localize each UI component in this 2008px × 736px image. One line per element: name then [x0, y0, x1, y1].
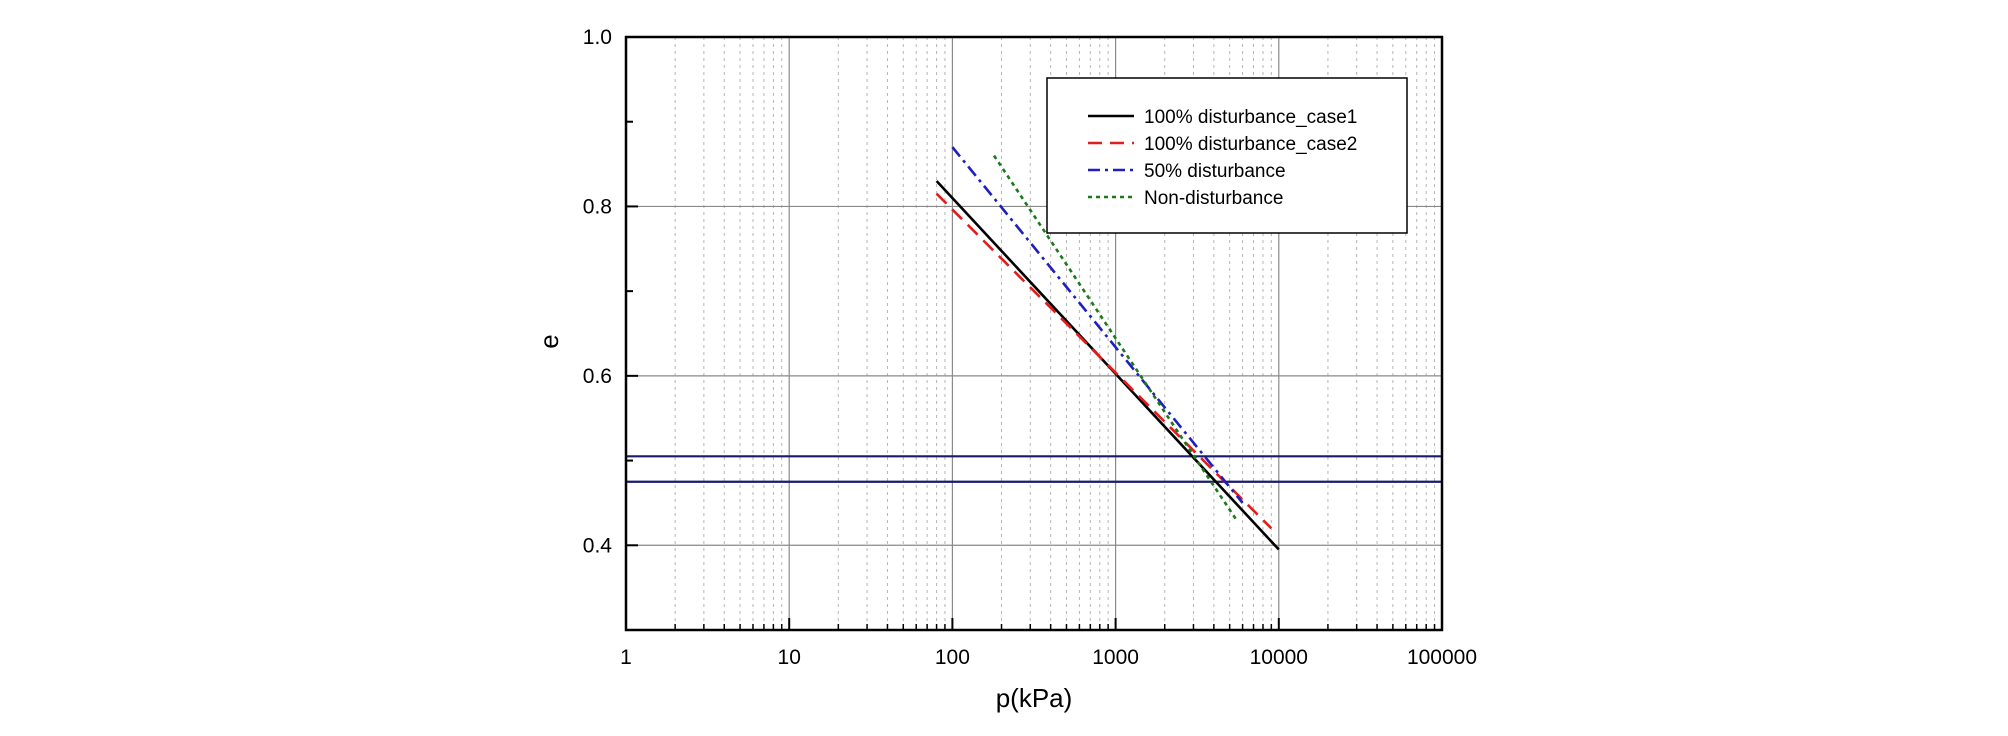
legend-label-4: Non-disturbance: [1144, 188, 1283, 209]
x-tick-label: 100000: [1407, 646, 1477, 669]
legend-items: 100% disturbance_case1 100% disturbance_c…: [1088, 107, 1357, 209]
legend-box: [1046, 77, 1408, 234]
y-tick-label: 0.6: [583, 365, 612, 388]
series-layer: [935, 146, 1280, 551]
x-tick-label: 10: [778, 646, 801, 669]
legend: 100% disturbance_case1 100% disturbance_c…: [1046, 77, 1408, 234]
y-tick-label: 0.8: [583, 195, 612, 218]
series-line-3: [951, 146, 1244, 504]
plot-frame: [624, 35, 1444, 632]
legend-label-2: 100% disturbance_case2: [1144, 134, 1357, 155]
reference-lines: [626, 455, 1442, 483]
legend-label-3: 50% disturbance: [1144, 161, 1286, 182]
x-tick-labels: 1 10 100 1000 10000 100000: [620, 646, 1477, 669]
x-tick-label: 1: [620, 646, 632, 669]
axis-ticks: [625, 36, 1443, 631]
series-line-4: [992, 154, 1238, 521]
x-tick-label: 100: [935, 646, 970, 669]
x-tick-label: 1000: [1092, 646, 1139, 669]
x-tick-label: 10000: [1250, 646, 1308, 669]
y-tick-label: 1.0: [583, 26, 612, 49]
y-tick-label: 0.4: [583, 534, 613, 557]
y-axis-title: e: [534, 334, 564, 348]
y-tick-labels: 0.4 0.6 0.8 1.0: [583, 26, 613, 557]
x-axis-title: p(kPa): [996, 683, 1073, 713]
legend-label-1: 100% disturbance_case1: [1144, 107, 1357, 128]
series-line-2: [935, 192, 1273, 530]
